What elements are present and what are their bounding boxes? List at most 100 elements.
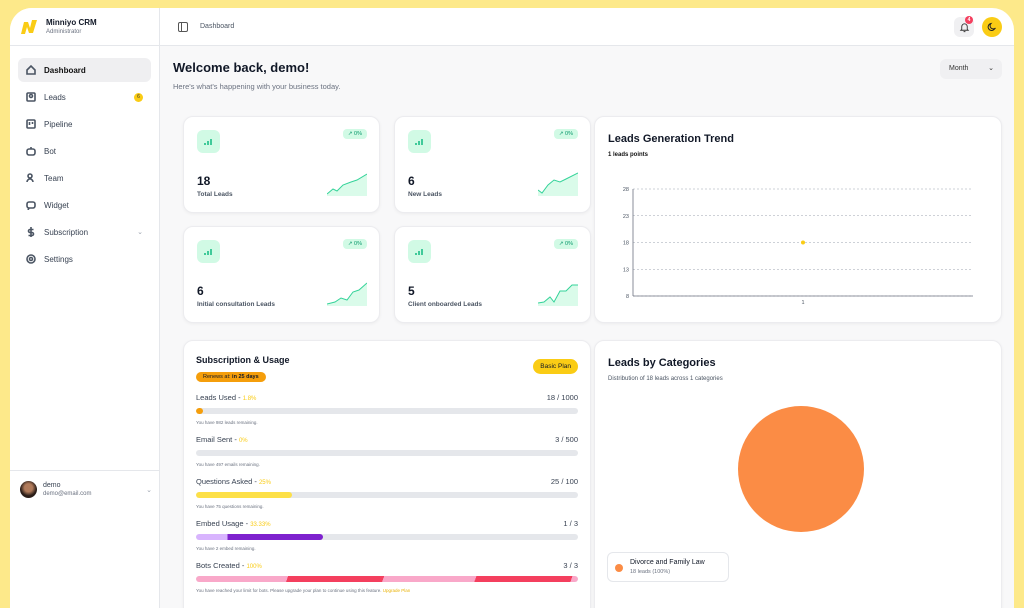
change-value: 0% bbox=[565, 131, 573, 137]
usage-fill bbox=[196, 408, 203, 414]
kanban-icon bbox=[26, 119, 36, 129]
period-select[interactable]: Month ⌄ bbox=[940, 59, 1002, 79]
sidebar: Minniyo CRM Administrator Dashboard Leads 6… bbox=[10, 8, 160, 608]
usage-fill bbox=[196, 534, 324, 540]
sidebar-item-label: Subscription bbox=[44, 227, 89, 237]
usage-note: You have 2 embed remaining. bbox=[196, 546, 256, 551]
sidebar-item-bot[interactable]: Bot bbox=[18, 139, 151, 163]
trend-up-icon: ↗ bbox=[558, 241, 564, 247]
avatar bbox=[20, 481, 37, 498]
usage-label: Bots Created bbox=[196, 561, 240, 570]
subscription-card: Subscription & Usage Renews at: in 25 da… bbox=[183, 340, 591, 608]
usage-fill bbox=[196, 576, 578, 582]
subscription-title: Subscription & Usage bbox=[196, 355, 290, 365]
x-tick-label: 1 bbox=[801, 300, 804, 306]
trend-up-icon: ↗ bbox=[347, 241, 353, 247]
usage-count: 3 / 3 bbox=[563, 561, 578, 570]
stat-value: 6 bbox=[197, 284, 204, 298]
change-value: 0% bbox=[354, 131, 362, 137]
trend-subtitle: 1 leads points bbox=[608, 152, 649, 158]
change-badge: ↗ 0% bbox=[553, 129, 578, 139]
categories-card: Leads by Categories Distribution of 18 l… bbox=[594, 340, 1002, 608]
users-icon bbox=[26, 173, 34, 183]
sidebar-item-team[interactable]: Team bbox=[18, 166, 151, 190]
sidebar-item-label: Dashboard bbox=[44, 65, 86, 75]
page-title: Welcome back, demo! bbox=[173, 60, 310, 75]
upgrade-plan-link[interactable]: Upgrade Plan bbox=[382, 588, 411, 593]
data-point[interactable] bbox=[801, 240, 805, 245]
notifications-button[interactable]: 4 bbox=[954, 16, 974, 37]
usage-percent: 100% bbox=[246, 564, 262, 570]
usage-label: Questions Asked bbox=[196, 477, 253, 486]
chevron-down-icon: ⌄ bbox=[146, 486, 152, 494]
y-tick-label: 28 bbox=[623, 187, 629, 193]
usage-percent: 1.8% bbox=[242, 396, 257, 402]
user-menu[interactable]: demo demo@email.com ⌄ bbox=[10, 470, 160, 508]
breadcrumb: Dashboard bbox=[200, 23, 235, 30]
usage-percent: 25% bbox=[258, 480, 271, 486]
usage-fill bbox=[196, 492, 292, 498]
sidebar-item-subscription[interactable]: Subscription ⌄ bbox=[18, 220, 151, 244]
stat-value: 6 bbox=[408, 174, 415, 188]
theme-toggle-button[interactable] bbox=[982, 17, 1002, 37]
y-tick-label: 8 bbox=[626, 294, 629, 300]
trend-chart: 28 23 18 13 8 1 bbox=[623, 187, 973, 306]
bell-icon bbox=[959, 22, 969, 32]
stat-card: ↗ 0% 18 Total Leads bbox=[183, 116, 380, 213]
usage-row: Questions Asked - 25% 25 / 100 You have 7… bbox=[196, 477, 578, 509]
usage-bar bbox=[196, 534, 578, 540]
sparkline bbox=[538, 284, 578, 306]
bar-chart-icon bbox=[197, 130, 220, 153]
widget-icon bbox=[26, 201, 36, 210]
legend-detail: 18 leads (100%) bbox=[630, 569, 671, 575]
sidebar-item-pipeline[interactable]: Pipeline bbox=[18, 112, 151, 136]
stat-value: 5 bbox=[408, 284, 415, 298]
y-tick-label: 18 bbox=[623, 241, 629, 247]
sidebar-item-widget[interactable]: Widget bbox=[18, 193, 151, 217]
bar-chart-icon bbox=[408, 240, 431, 263]
sidebar-item-label: Bot bbox=[44, 146, 57, 156]
change-badge: ↗ 0% bbox=[553, 239, 578, 249]
app-role: Administrator bbox=[46, 29, 82, 35]
bar-chart-icon bbox=[197, 240, 220, 263]
usage-count: 18 / 1000 bbox=[546, 393, 578, 402]
usage-note: You have 982 leads remaining. bbox=[196, 420, 258, 425]
categories-subtitle: Distribution of 18 leads across 1 catego… bbox=[608, 376, 723, 382]
gear-icon bbox=[26, 254, 36, 264]
notification-badge: 4 bbox=[965, 16, 973, 24]
usage-bar bbox=[196, 408, 578, 414]
user-name: demo bbox=[43, 482, 61, 489]
sidebar-toggle-icon[interactable] bbox=[178, 21, 188, 32]
usage-bar bbox=[196, 450, 578, 456]
change-badge: ↗ 0% bbox=[342, 239, 367, 249]
sidebar-item-settings[interactable]: Settings bbox=[18, 247, 151, 271]
bar-chart-icon bbox=[408, 130, 431, 153]
sidebar-item-leads[interactable]: Leads 6 bbox=[18, 85, 151, 109]
app-window: Minniyo CRM Administrator Dashboard Leads 6… bbox=[10, 8, 1014, 608]
brand: Minniyo CRM Administrator bbox=[10, 8, 159, 46]
logo-icon bbox=[21, 19, 37, 34]
change-badge: ↗ 0% bbox=[342, 129, 367, 139]
pie-slice[interactable] bbox=[738, 406, 864, 532]
sidebar-item-dashboard[interactable]: Dashboard bbox=[18, 58, 151, 82]
renews-label: Renews at: bbox=[203, 374, 231, 380]
plan-badge: Basic Plan bbox=[533, 359, 578, 374]
stat-card: ↗ 0% 6 Initial consultation Leads bbox=[183, 226, 380, 323]
app-name: Minniyo CRM bbox=[46, 18, 97, 27]
usage-row: Embed Usage - 33.33% 1 / 3 You have 2 emb… bbox=[196, 519, 578, 551]
stat-label: New Leads bbox=[408, 191, 442, 198]
bot-icon bbox=[26, 147, 36, 156]
sidebar-item-label: Settings bbox=[44, 254, 73, 264]
sidebar-item-label: Widget bbox=[44, 200, 69, 210]
stat-label: Total Leads bbox=[197, 191, 233, 198]
page-subtitle: Here's what's happening with your busine… bbox=[173, 82, 341, 91]
sparkline bbox=[327, 173, 367, 196]
leads-count-badge: 6 bbox=[134, 92, 143, 102]
change-value: 0% bbox=[565, 241, 573, 247]
usage-label: Email Sent bbox=[196, 435, 233, 444]
trend-title: Leads Generation Trend bbox=[608, 133, 734, 145]
legend-label: Divorce and Family Law bbox=[630, 559, 705, 566]
stat-card: ↗ 0% 6 New Leads bbox=[394, 116, 591, 213]
dollar-icon bbox=[27, 227, 35, 237]
renews-value: in 25 days bbox=[232, 374, 259, 380]
